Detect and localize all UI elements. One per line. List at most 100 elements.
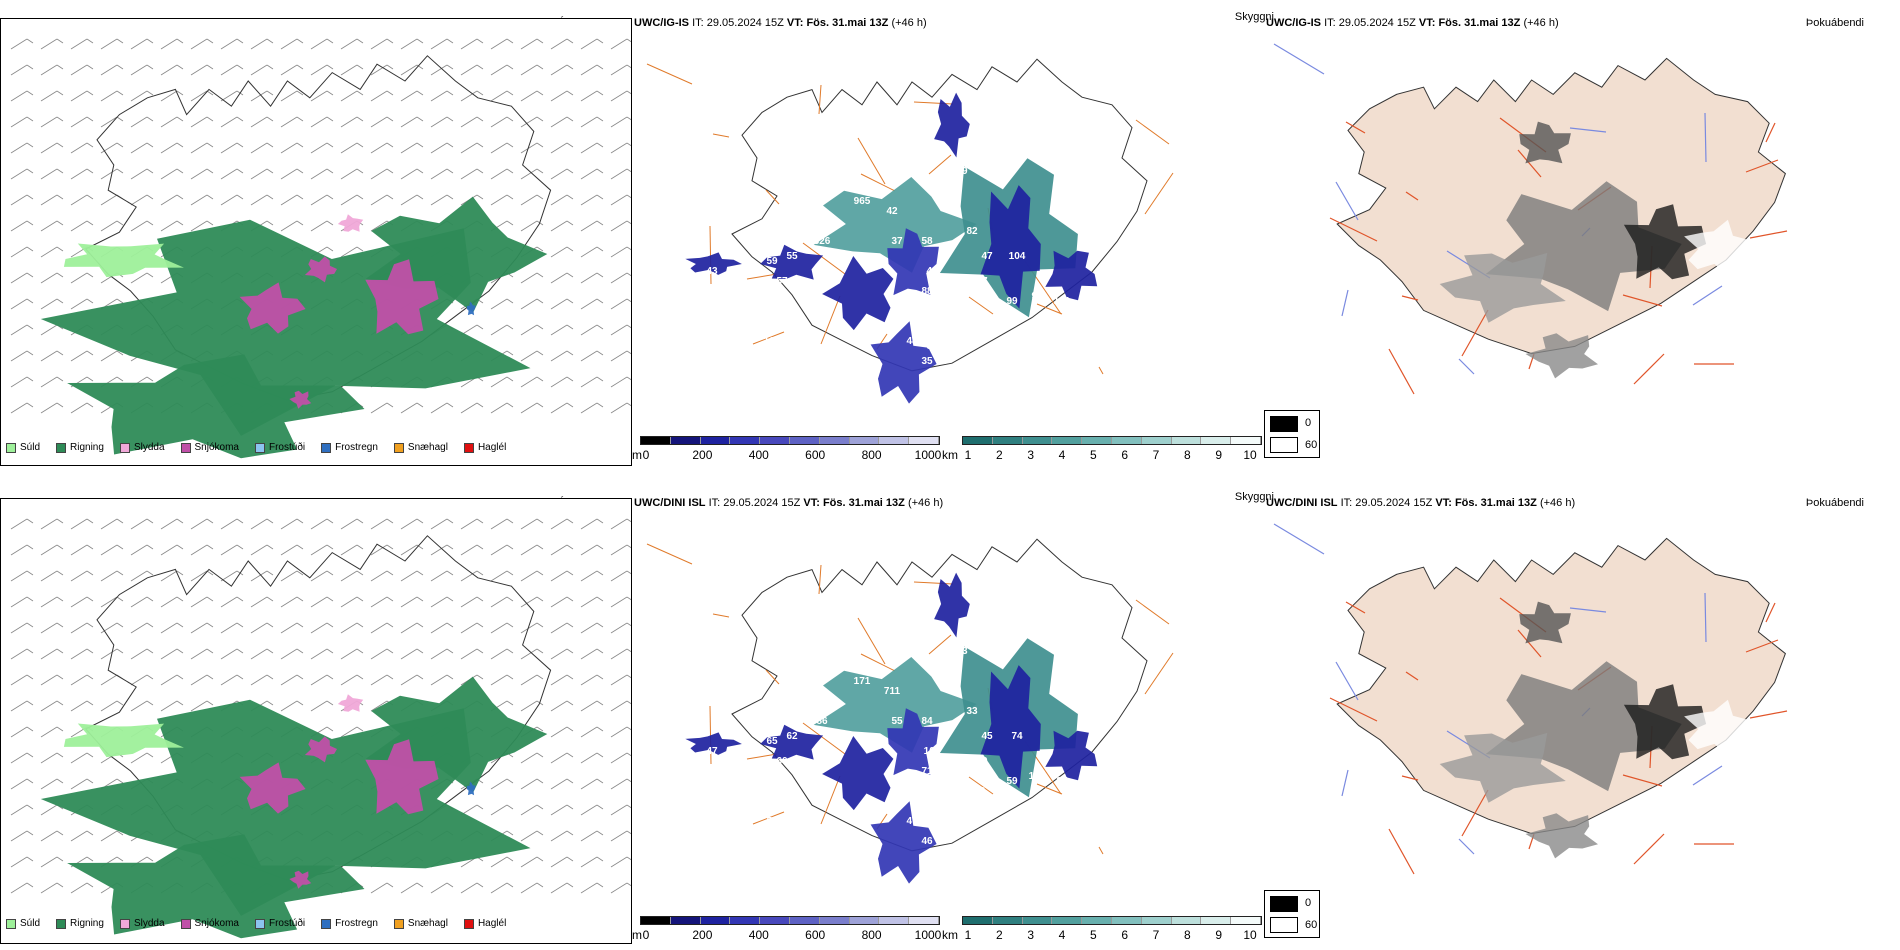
- ceiling-colorbar: m 0 200 400 600 800 1000: [632, 916, 942, 946]
- colorbar-cell: [1052, 437, 1083, 444]
- wind-barb: [520, 648, 538, 660]
- wind-barb: [550, 648, 568, 660]
- wind-barb: [310, 648, 328, 660]
- wind-barb-flag: [266, 570, 274, 576]
- road: [1273, 43, 1325, 75]
- wind-barb: [10, 324, 28, 336]
- wind-barb: [280, 90, 298, 102]
- wind-barb: [520, 142, 538, 154]
- visibility-value: 23: [946, 861, 958, 872]
- wind-barb: [100, 220, 118, 232]
- wind-barb: [130, 64, 148, 76]
- wind-barb-flag: [626, 142, 631, 147]
- wind-barb-flag: [386, 194, 394, 200]
- wind-barb-flag: [26, 38, 34, 44]
- wind-barb: [580, 830, 598, 842]
- visibility-colorbar: km 1 2 3 4 5 6 7 8 9 10: [942, 916, 1262, 946]
- wind-barb: [370, 142, 388, 154]
- wind-barb: [520, 324, 538, 336]
- wind-barb: [490, 778, 508, 790]
- wind-barb-flag: [626, 596, 631, 601]
- wind-barb: [70, 64, 88, 76]
- wind-barb-flag: [626, 882, 631, 887]
- wind-barb-flag: [26, 804, 34, 810]
- visibility-area-3: [1045, 730, 1098, 781]
- wind-barb-flag: [626, 544, 631, 549]
- wind-barb: [580, 518, 598, 530]
- wind-barb: [70, 752, 88, 764]
- wind-barb: [10, 752, 28, 764]
- wind-barb-flag: [386, 570, 394, 576]
- visibility-value: 75: [936, 356, 948, 367]
- wind-barb: [400, 64, 418, 76]
- lead-time: (+46 h): [1539, 497, 1576, 509]
- road: [1692, 285, 1723, 306]
- wind-barb: [160, 622, 178, 634]
- wind-barb-flag: [296, 596, 304, 602]
- visibility-area-2: [980, 185, 1041, 309]
- wind-barb-flag: [296, 700, 304, 706]
- wind-barb: [250, 64, 268, 76]
- wind-barb: [520, 596, 538, 608]
- wind-barb: [190, 622, 208, 634]
- wind-barb-flag: [626, 778, 631, 783]
- wind-barb: [490, 402, 508, 414]
- colorbar-cell: [730, 917, 761, 924]
- wind-barb: [550, 376, 568, 388]
- road: [1036, 303, 1063, 315]
- wind-barb-flag: [86, 700, 94, 706]
- visibility-value: 71: [986, 616, 998, 627]
- wind-barb-flag: [146, 194, 154, 200]
- visibility-value: 145: [944, 761, 961, 772]
- wind-barb: [130, 622, 148, 634]
- visibility-value: 37: [891, 236, 903, 247]
- wind-barb: [490, 804, 508, 816]
- visibility-value: 326: [814, 236, 831, 247]
- wind-barb-flag: [356, 90, 364, 96]
- precip-legend-label: Frostregn: [335, 442, 378, 453]
- wind-barb: [310, 38, 328, 50]
- wind-barb-flag: [566, 90, 574, 96]
- wind-barb-flag: [506, 298, 514, 304]
- vt-label: VT:: [1418, 17, 1436, 29]
- precip-area-7: [289, 870, 312, 889]
- wind-barb-flag: [596, 622, 604, 628]
- fog-area-3: [1525, 333, 1598, 379]
- wind-barb: [40, 830, 58, 842]
- wind-barb: [40, 38, 58, 50]
- wind-barb: [520, 570, 538, 582]
- precip-area-3: [63, 723, 184, 758]
- colorbar-cell: [1171, 437, 1202, 444]
- model-name: UWC/DINI ISL: [634, 497, 706, 509]
- wind-barb: [580, 298, 598, 310]
- wind-barb: [10, 778, 28, 790]
- wind-barb-flag: [326, 700, 334, 706]
- precip-type-panel: UWC/DINI ISL IT: 29.05.2024 15Z VT: Fös.…: [0, 494, 632, 944]
- colorbar-cell: [730, 437, 761, 444]
- wind-barb: [190, 220, 208, 232]
- wind-barb: [580, 544, 598, 556]
- wind-barb: [40, 298, 58, 310]
- wind-barb-flag: [626, 830, 631, 835]
- wind-barb-flag: [506, 376, 514, 382]
- precip-legend-item: Snæhagl: [393, 442, 448, 453]
- wind-barb-flag: [626, 246, 631, 251]
- wind-barb-flag: [536, 596, 544, 602]
- wind-barb: [340, 544, 358, 556]
- road: [712, 133, 730, 138]
- wind-barb: [40, 570, 58, 582]
- wind-barb-flag: [506, 64, 514, 70]
- vt-value: Fös. 31.mai 13Z: [806, 17, 889, 29]
- wind-barb-flag: [596, 64, 604, 70]
- wind-barb: [100, 596, 118, 608]
- wind-barb: [490, 570, 508, 582]
- wind-barb-flag: [476, 596, 484, 602]
- wind-barb-flag: [386, 544, 394, 550]
- precip-legend-swatch: [321, 918, 332, 929]
- wind-barb-flag: [476, 882, 484, 888]
- wind-barb: [130, 116, 148, 128]
- precip-area-1: [67, 354, 365, 459]
- wind-barb-flag: [356, 64, 364, 70]
- wind-barb: [550, 90, 568, 102]
- wind-barb: [490, 64, 508, 76]
